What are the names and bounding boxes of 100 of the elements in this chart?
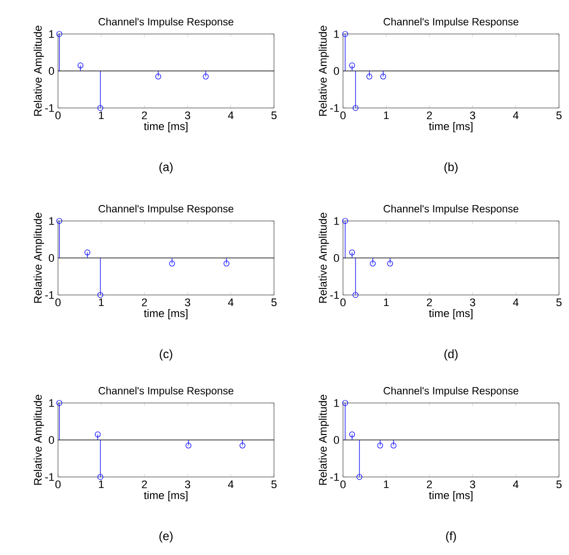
x-tick-label: 1 xyxy=(98,480,104,488)
x-tick-label: 4 xyxy=(228,112,234,120)
x-tick-label: 2 xyxy=(426,480,432,488)
x-tick-label: 2 xyxy=(426,112,432,120)
y-tick-label: 1 xyxy=(334,399,339,407)
y-tick-label: 0 xyxy=(48,254,54,262)
x-tick-label: 1 xyxy=(98,298,104,306)
point xyxy=(352,105,358,111)
x-tick-label: 3 xyxy=(470,298,476,306)
y-tick-label: -1 xyxy=(45,104,54,112)
point xyxy=(97,105,104,111)
x-tick-label: 0 xyxy=(340,298,346,306)
point xyxy=(56,218,62,224)
y-tick-label: 0 xyxy=(334,254,340,262)
text: (a) xyxy=(159,162,173,174)
chart-title: Channel's Impulse Response xyxy=(384,204,518,214)
point xyxy=(349,432,355,438)
point xyxy=(84,250,90,256)
x-tick-label: 5 xyxy=(556,298,562,306)
y-tick-label: -1 xyxy=(45,291,54,299)
y-tick-label: 0 xyxy=(48,67,54,75)
x-tick-label: 3 xyxy=(184,480,190,488)
point xyxy=(377,442,384,448)
y-tick-label: -1 xyxy=(330,473,339,481)
x-tick-label: 1 xyxy=(98,112,104,120)
point xyxy=(356,474,362,480)
x-tick-label: 2 xyxy=(142,112,147,120)
x-tick-label: 1 xyxy=(384,480,389,488)
x-tick-label: 4 xyxy=(228,298,234,306)
text: (e) xyxy=(159,531,173,543)
point xyxy=(224,260,230,266)
x-tick-label: 5 xyxy=(271,480,277,488)
x-tick-label: 0 xyxy=(340,480,346,488)
point xyxy=(240,442,246,448)
x-tick-label: 4 xyxy=(513,298,519,306)
y-axis-title: Relative Amplitude xyxy=(34,394,44,485)
chart-title: Channel's Impulse Response xyxy=(98,386,234,396)
y-axis-title: Relative Amplitude xyxy=(318,26,329,116)
x-tick-label: 5 xyxy=(271,112,277,120)
x-tick-label: 1 xyxy=(384,298,389,306)
x-axis-title: time [ms] xyxy=(144,491,188,502)
x-tick-label: 3 xyxy=(470,480,476,488)
point xyxy=(349,250,355,256)
y-tick-label: 1 xyxy=(49,217,54,225)
chart-title: Channel's Impulse Response xyxy=(98,18,234,28)
point xyxy=(94,432,101,438)
x-tick-label: 4 xyxy=(513,480,519,488)
point xyxy=(169,260,175,266)
x-tick-label: 4 xyxy=(513,112,519,120)
x-tick-label: 4 xyxy=(228,480,234,488)
x-tick-label: 3 xyxy=(184,112,190,120)
text: (c) xyxy=(160,349,172,361)
x-tick-label: 5 xyxy=(271,298,277,306)
point xyxy=(342,400,348,406)
point xyxy=(97,292,104,298)
y-axis-title: Relative Amplitude xyxy=(318,394,329,485)
y-tick-label: -1 xyxy=(330,291,339,299)
x-tick-label: 3 xyxy=(184,298,190,306)
point xyxy=(97,474,104,480)
chart-title: Channel's Impulse Response xyxy=(384,18,518,28)
x-axis-title: time [ms] xyxy=(428,122,472,132)
x-tick-label: 0 xyxy=(55,480,61,488)
point xyxy=(56,31,62,37)
text: (f) xyxy=(446,531,456,543)
point xyxy=(186,442,192,448)
point xyxy=(155,74,162,80)
x-tick-label: 0 xyxy=(55,298,61,306)
y-axis-title: Relative Amplitude xyxy=(318,212,329,303)
point xyxy=(380,74,386,80)
point xyxy=(56,400,62,406)
y-tick-label: 1 xyxy=(49,30,54,38)
y-tick-label: 0 xyxy=(334,436,340,444)
point xyxy=(342,31,348,37)
y-tick-label: 0 xyxy=(334,67,340,75)
point xyxy=(342,218,348,224)
x-tick-label: 2 xyxy=(142,480,147,488)
x-tick-label: 2 xyxy=(142,298,147,306)
y-tick-label: 1 xyxy=(49,399,54,407)
point xyxy=(78,62,84,68)
text: (b) xyxy=(444,162,458,174)
x-tick-label: 2 xyxy=(426,298,432,306)
point xyxy=(349,62,355,68)
x-tick-label: 0 xyxy=(340,112,346,120)
x-tick-label: 0 xyxy=(55,112,61,120)
x-axis-title: time [ms] xyxy=(428,309,472,320)
y-tick-label: 1 xyxy=(334,217,339,225)
x-axis-title: time [ms] xyxy=(144,309,188,320)
y-axis-title: Relative Amplitude xyxy=(34,26,44,116)
text: (d) xyxy=(444,349,458,361)
y-tick-label: -1 xyxy=(45,473,54,481)
x-tick-label: 5 xyxy=(556,112,562,120)
y-tick-label: -1 xyxy=(330,104,339,112)
y-tick-label: 1 xyxy=(334,30,339,38)
x-tick-label: 5 xyxy=(556,480,562,488)
y-axis-title: Relative Amplitude xyxy=(34,212,44,303)
point xyxy=(352,292,358,298)
y-tick-label: 0 xyxy=(48,436,54,444)
point xyxy=(370,260,376,266)
chart-title: Channel's Impulse Response xyxy=(384,386,518,396)
x-axis-title: time [ms] xyxy=(144,122,188,132)
